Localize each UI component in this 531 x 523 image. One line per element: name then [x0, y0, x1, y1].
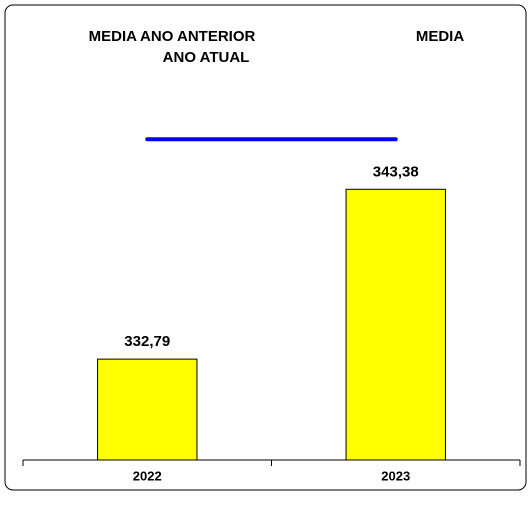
- x-tick-label: 2023: [381, 468, 410, 483]
- legend-label: ANO ATUAL: [163, 49, 250, 66]
- data-label: 332,79: [124, 333, 170, 350]
- bar: [97, 358, 198, 461]
- legend-label: MEDIA: [416, 28, 465, 45]
- bar: [345, 188, 446, 461]
- data-label: 343,38: [373, 163, 419, 180]
- chart-frame: [4, 4, 527, 491]
- x-tick-label: 2022: [133, 468, 162, 483]
- legend-label: MEDIA ANO ANTERIOR: [89, 28, 256, 45]
